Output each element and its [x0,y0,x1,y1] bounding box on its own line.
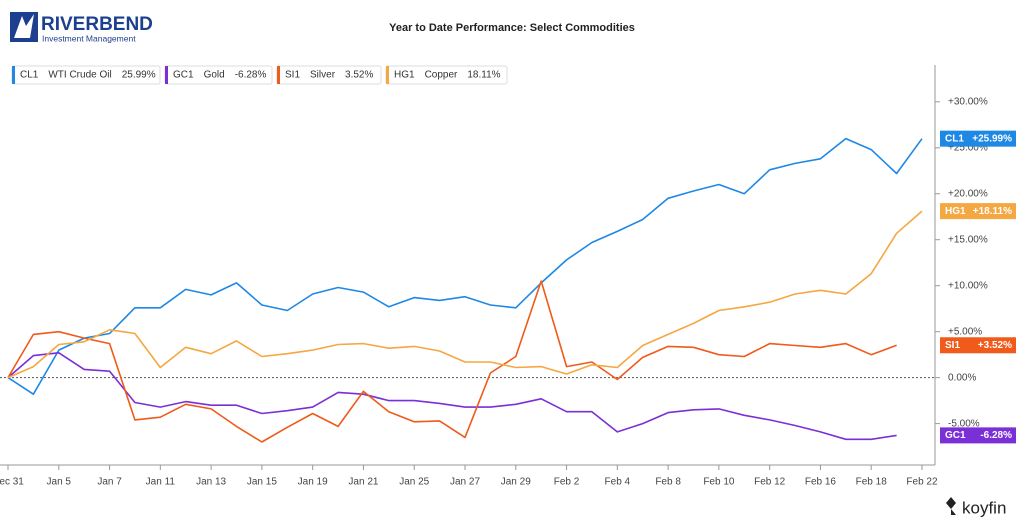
x-tick-label: Feb 16 [805,477,837,488]
x-tick-label: Jan 11 [146,477,176,488]
end-tag-label: +3.52% [978,340,1012,351]
x-tick-label: Feb 2 [554,477,580,488]
logo-text: RIVERBEND [41,14,153,35]
y-tick-label: +10.00% [948,280,988,291]
series-line [7,137,923,395]
y-tick-label: +30.00% [948,96,988,107]
x-tick-label: Feb 18 [856,477,888,488]
legend-name: Gold [204,70,225,81]
end-tag [940,130,1016,147]
end-tag-ticker: SI1 [945,340,960,351]
logo-shape [14,14,34,38]
y-tick-label: +20.00% [948,188,988,199]
legend-value: 25.99% [122,70,156,81]
x-tick-label: Dec 31 [0,477,24,488]
legend-item: HG1 Copper 18.11% [385,65,508,85]
legend-name: Silver [310,70,336,81]
x-tick-label: Jan 29 [501,477,531,488]
series-line [7,210,923,379]
end-tag [940,203,1016,220]
series-line [7,352,897,441]
legend-item: CL1 WTI Crude Oil 25.99% [11,65,161,85]
chart-title: Year to Date Performance: Select Commodi… [389,22,635,34]
legend-swatch [386,66,389,84]
x-tick-label: Jan 5 [47,477,72,488]
legend-item: GC1 Gold -6.28% [164,65,273,85]
end-tag-label: +18.11% [973,206,1012,217]
footer-text: koyfin [962,498,1006,517]
x-tick-label: Feb 10 [703,477,735,488]
end-tag-label: -6.28% [980,430,1012,441]
legend-value: 3.52% [345,70,373,81]
x-tick-label: Jan 25 [399,477,429,488]
x-tick-label: Feb 22 [906,477,938,488]
legend-swatch [165,66,168,84]
logo-subtitle: Investment Management [42,33,136,43]
x-tick-label: Jan 15 [247,477,277,488]
end-tag [940,427,1016,444]
x-tick-label: Feb 4 [605,477,631,488]
end-tag-ticker: HG1 [945,206,966,217]
series-line [7,280,897,443]
legend-value: -6.28% [235,70,267,81]
end-tag [940,337,1016,354]
logo: RIVERBEND Investment Management [10,12,153,43]
x-tick-label: Jan 13 [196,477,226,488]
y-tick-label: +5.00% [948,326,982,337]
legend-ticker: HG1 [394,70,415,81]
end-tag-ticker: GC1 [945,430,966,441]
legend-swatch [12,66,15,84]
legend-value: 18.11% [467,70,500,81]
legend-ticker: SI1 [285,70,300,81]
end-tag-label: +25.99% [972,133,1012,144]
legend-name: Copper [425,70,458,81]
legend-ticker: CL1 [20,70,39,81]
y-tick-label: +25.00% [948,142,988,153]
y-tick-label: +15.00% [948,234,988,245]
legend-swatch [277,66,280,84]
end-tag-ticker: CL1 [945,133,964,144]
koyfin-icon [946,497,956,515]
y-tick-label: -5.00% [948,418,980,429]
legend-ticker: GC1 [173,70,194,81]
x-tick-label: Jan 27 [450,477,480,488]
y-tick-label: 0.00% [948,372,976,383]
x-tick-label: Jan 7 [97,477,122,488]
x-tick-label: Jan 21 [348,477,378,488]
x-tick-label: Feb 8 [655,477,681,488]
footer-brand: koyfin [946,497,1006,517]
legend-name: WTI Crude Oil [48,70,111,81]
legend-item: SI1 Silver 3.52% [276,65,382,85]
x-tick-label: Jan 19 [298,477,328,488]
x-tick-label: Feb 12 [754,477,786,488]
